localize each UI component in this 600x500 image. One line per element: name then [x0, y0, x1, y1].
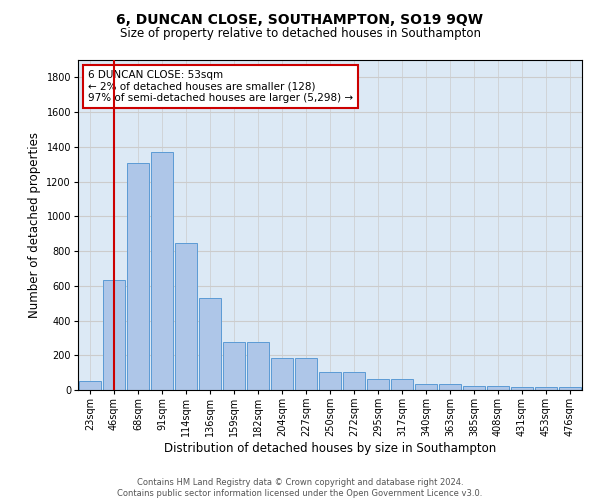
Bar [391, 379, 413, 390]
Bar [295, 358, 317, 390]
Bar [199, 298, 221, 390]
Bar [487, 386, 509, 390]
Bar [559, 388, 581, 390]
Bar [319, 372, 341, 390]
Y-axis label: Number of detached properties: Number of detached properties [28, 132, 41, 318]
X-axis label: Distribution of detached houses by size in Southampton: Distribution of detached houses by size … [164, 442, 496, 455]
Bar [511, 388, 533, 390]
Bar [271, 358, 293, 390]
Bar [343, 372, 365, 390]
Bar [439, 384, 461, 390]
Bar [103, 280, 125, 390]
Text: 6 DUNCAN CLOSE: 53sqm
← 2% of detached houses are smaller (128)
97% of semi-deta: 6 DUNCAN CLOSE: 53sqm ← 2% of detached h… [88, 70, 353, 103]
Bar [79, 382, 101, 390]
Bar [223, 342, 245, 390]
Bar [415, 384, 437, 390]
Text: Contains HM Land Registry data © Crown copyright and database right 2024.
Contai: Contains HM Land Registry data © Crown c… [118, 478, 482, 498]
Bar [175, 243, 197, 390]
Bar [151, 152, 173, 390]
Bar [367, 379, 389, 390]
Bar [127, 164, 149, 390]
Text: 6, DUNCAN CLOSE, SOUTHAMPTON, SO19 9QW: 6, DUNCAN CLOSE, SOUTHAMPTON, SO19 9QW [116, 12, 484, 26]
Text: Size of property relative to detached houses in Southampton: Size of property relative to detached ho… [119, 28, 481, 40]
Bar [247, 342, 269, 390]
Bar [535, 388, 557, 390]
Bar [463, 386, 485, 390]
